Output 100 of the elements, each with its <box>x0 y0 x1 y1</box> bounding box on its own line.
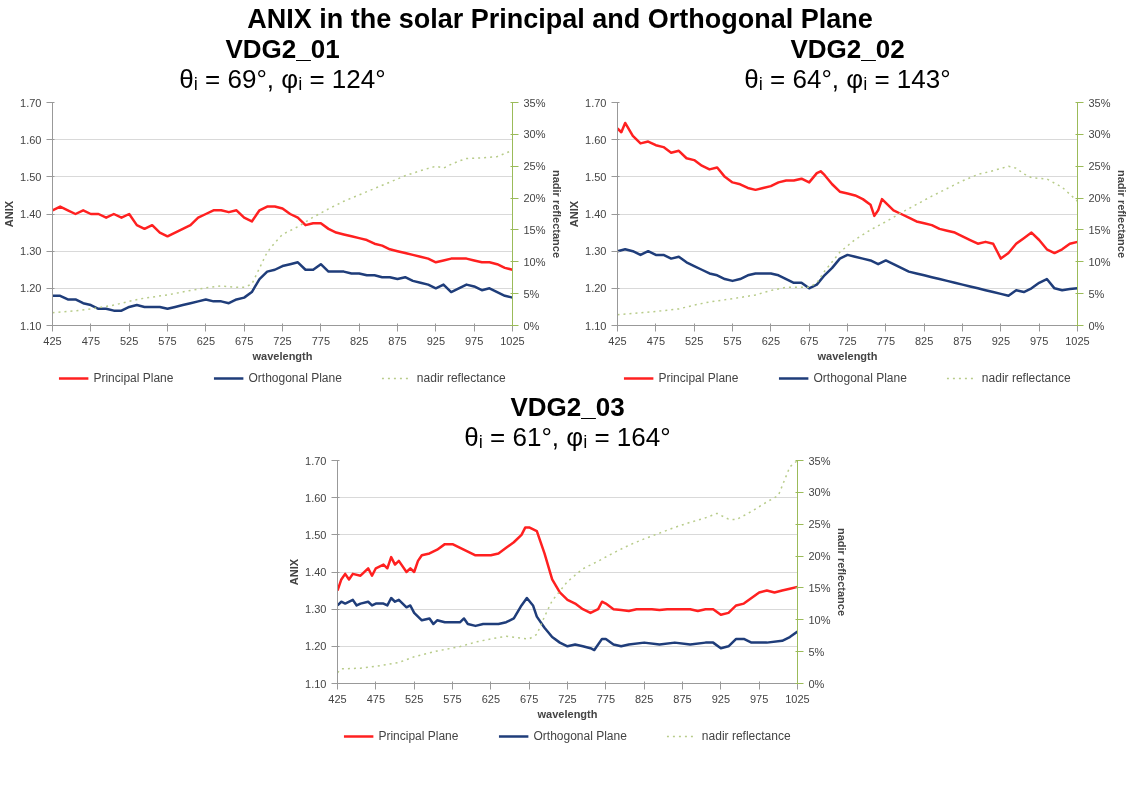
legend-label: nadir reflectance <box>701 729 791 743</box>
y2-tick-label: 30% <box>808 486 831 499</box>
y2-tick-label: 10% <box>523 255 546 268</box>
x-tick-label: 525 <box>404 692 424 705</box>
y2-tick-label: 15% <box>523 223 546 236</box>
line-series <box>337 596 798 652</box>
y2-tick-label: 15% <box>1088 223 1111 236</box>
x-tick-label: 1025 <box>1065 334 1090 347</box>
y2-axis-title: nadir reflectance <box>835 527 848 617</box>
x-tick-label: 725 <box>558 692 577 705</box>
y2-tick-label: 10% <box>1088 255 1111 268</box>
y2-tick-label: 35% <box>523 96 546 109</box>
y-tick-label: 1.10 <box>305 677 327 690</box>
x-tick-label: 875 <box>388 334 407 347</box>
chart-subtitle: θᵢ = 64°, φᵢ = 143° <box>744 64 951 94</box>
x-tick-label: 425 <box>608 334 627 347</box>
chart-title: VDG2_02 <box>790 34 905 64</box>
x-tick-label: 575 <box>723 334 742 347</box>
x-tick-label: 625 <box>761 334 781 347</box>
y-tick-label: 1.10 <box>20 319 42 332</box>
y2-axis-title: nadir reflectance <box>550 169 563 259</box>
line-series <box>337 526 798 616</box>
y-tick-label: 1.20 <box>585 282 607 295</box>
x-axis-title: wavelength <box>816 349 878 362</box>
y-tick-label: 1.30 <box>585 245 607 258</box>
y-tick-label: 1.60 <box>585 133 607 146</box>
legend-label: Principal Plane <box>93 371 174 385</box>
line-series <box>617 165 1078 316</box>
y-tick-label: 1.40 <box>20 208 42 220</box>
x-tick-label: 425 <box>328 692 347 705</box>
x-tick-label: 875 <box>953 334 972 347</box>
y2-tick-label: 35% <box>1088 96 1111 109</box>
y2-tick-label: 5% <box>808 645 825 658</box>
x-tick-label: 925 <box>711 692 731 705</box>
y2-tick-label: 30% <box>523 128 546 141</box>
x-tick-label: 775 <box>311 334 331 347</box>
y2-tick-label: 5% <box>1088 287 1105 300</box>
y-axis-title: ANIX <box>3 200 16 228</box>
y2-tick-label: 0% <box>1088 319 1105 332</box>
legend-label: Orthogonal Plane <box>248 371 342 385</box>
chart-subtitle: θᵢ = 69°, φᵢ = 124° <box>179 64 386 94</box>
line-series <box>617 248 1078 298</box>
y-tick-label: 1.50 <box>20 170 42 183</box>
x-tick-label: 825 <box>634 692 654 705</box>
y2-tick-label: 35% <box>808 454 831 467</box>
y-tick-label: 1.60 <box>20 133 42 146</box>
y2-tick-label: 20% <box>808 550 831 563</box>
x-tick-label: 925 <box>426 334 446 347</box>
x-tick-label: 675 <box>234 334 254 347</box>
y2-tick-label: 0% <box>808 677 825 690</box>
y-tick-label: 1.50 <box>305 528 327 541</box>
x-tick-label: 625 <box>196 334 216 347</box>
x-tick-label: 1025 <box>500 334 525 347</box>
y2-tick-label: 25% <box>808 518 831 531</box>
legend-label: Orthogonal Plane <box>533 729 627 743</box>
y-tick-label: 1.20 <box>305 640 327 653</box>
y2-tick-label: 30% <box>1088 128 1111 141</box>
x-tick-label: 525 <box>119 334 139 347</box>
y-axis-title: ANIX <box>288 558 301 586</box>
y-tick-label: 1.40 <box>305 566 327 578</box>
y-tick-label: 1.20 <box>20 282 42 295</box>
x-axis-title: wavelength <box>251 349 313 362</box>
y-axis-title: ANIX <box>568 200 581 228</box>
y2-tick-label: 25% <box>523 160 546 173</box>
line-series <box>337 460 798 674</box>
x-tick-label: 475 <box>646 334 666 347</box>
y-tick-label: 1.30 <box>20 245 42 258</box>
x-tick-label: 525 <box>684 334 704 347</box>
x-tick-label: 775 <box>596 692 616 705</box>
y-tick-label: 1.40 <box>585 208 607 220</box>
x-tick-label: 1025 <box>785 692 810 705</box>
x-tick-label: 975 <box>464 334 484 347</box>
line-series <box>617 121 1078 260</box>
x-tick-label: 875 <box>673 692 692 705</box>
legend-label: Principal Plane <box>658 371 739 385</box>
y-tick-label: 1.70 <box>585 96 607 109</box>
y-tick-label: 1.30 <box>305 603 327 616</box>
x-axis-title: wavelength <box>536 707 598 720</box>
x-tick-label: 575 <box>158 334 177 347</box>
chart-title: VDG2_03 <box>510 392 625 422</box>
y2-tick-label: 15% <box>808 581 831 594</box>
y2-tick-label: 20% <box>1088 192 1111 205</box>
x-tick-label: 825 <box>349 334 369 347</box>
y2-tick-label: 0% <box>523 319 540 332</box>
x-tick-label: 625 <box>481 692 501 705</box>
y-tick-label: 1.70 <box>305 454 327 467</box>
x-tick-label: 825 <box>914 334 934 347</box>
line-series <box>52 261 513 312</box>
y-tick-label: 1.50 <box>585 170 607 183</box>
line-series <box>52 205 513 271</box>
y2-axis-title: nadir reflectance <box>1115 169 1128 259</box>
legend-label: Principal Plane <box>378 729 459 743</box>
y2-tick-label: 10% <box>808 613 831 626</box>
x-tick-label: 975 <box>749 692 769 705</box>
x-tick-label: 725 <box>273 334 292 347</box>
y2-tick-label: 25% <box>1088 160 1111 173</box>
x-tick-label: 575 <box>443 692 462 705</box>
y-tick-label: 1.10 <box>585 319 607 332</box>
x-tick-label: 475 <box>81 334 101 347</box>
x-tick-label: 475 <box>366 692 386 705</box>
